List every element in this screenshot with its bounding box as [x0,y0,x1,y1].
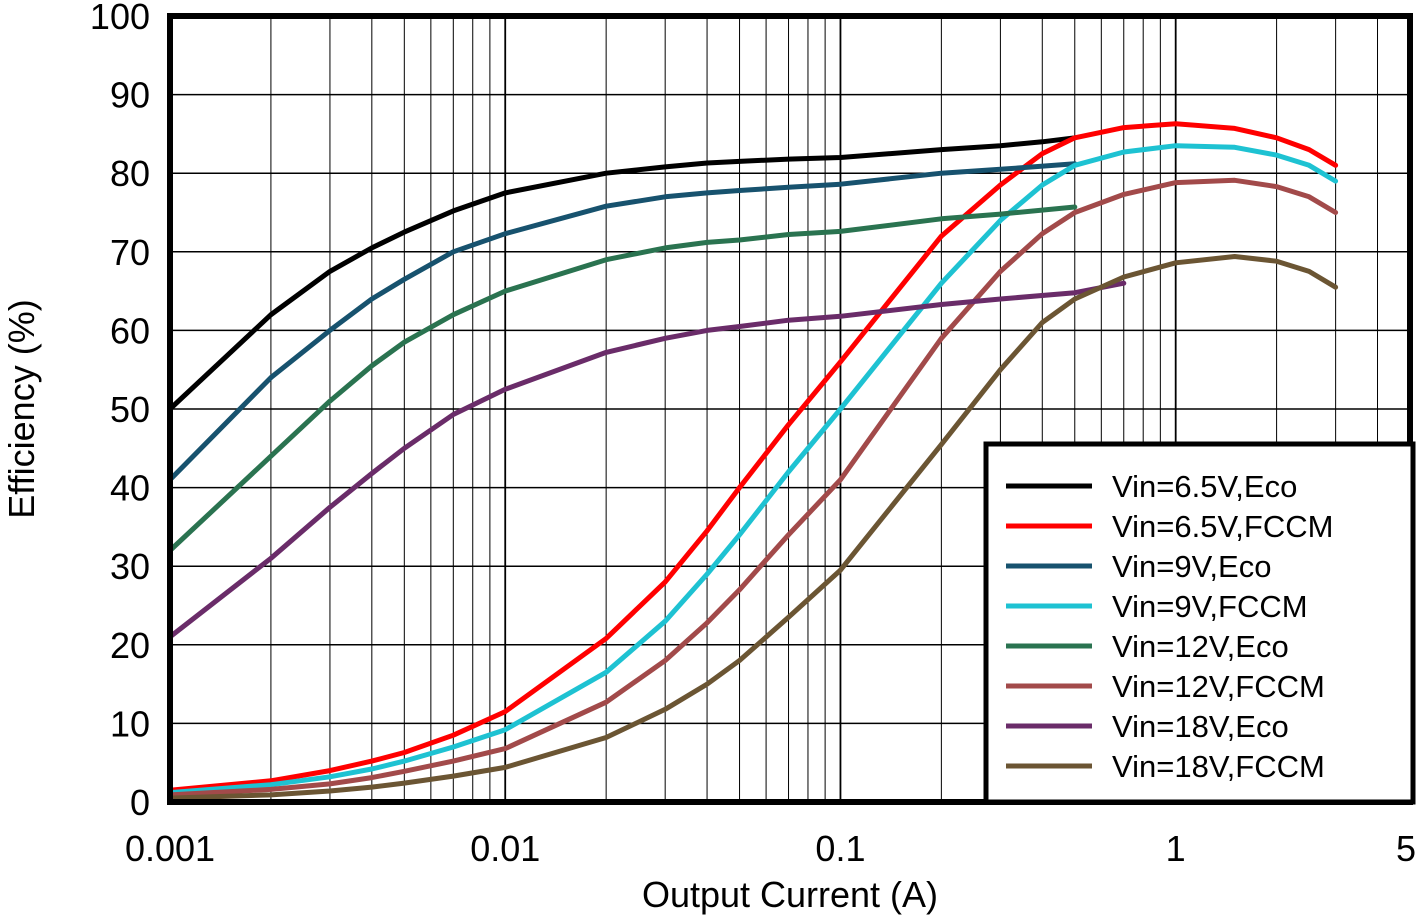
y-tick-label: 0 [130,782,150,823]
y-tick-label: 90 [110,75,150,116]
x-tick-label: 5 [1396,828,1416,869]
x-axis-title: Output Current (A) [642,874,938,915]
series-line [167,121,1339,793]
series-line [167,254,1339,801]
legend-label: Vin=9V,FCCM [1112,589,1308,624]
y-tick-label: 80 [110,153,150,194]
series-line [167,143,1339,796]
series-line [167,135,1078,412]
x-tick-label: 0.01 [470,828,540,869]
legend-label: Vin=18V,Eco [1112,709,1289,744]
x-tick-label: 0.1 [815,828,865,869]
plot-frame [167,13,1413,805]
series-line [167,161,1078,483]
x-axis-ticks: 0.001 0.01 0.1 1 5 [125,828,1416,869]
y-tick-label: 70 [110,232,150,273]
legend-box [983,441,1416,805]
legend-label: Vin=6.5V,FCCM [1112,509,1333,544]
y-tick-label: 60 [110,310,150,351]
legend-label: Vin=6.5V,Eco [1112,469,1297,504]
legend-label: Vin=18V,FCCM [1112,749,1325,784]
x-tick-label: 0.001 [125,828,215,869]
legend-label: Vin=12V,FCCM [1112,669,1325,704]
x-tick-label: 1 [1166,828,1186,869]
series-lines [167,121,1339,801]
series-line [167,177,1339,798]
y-tick-label: 100 [90,0,150,37]
series-line [167,204,1078,553]
y-tick-label: 50 [110,389,150,430]
y-tick-label: 20 [110,625,150,666]
legend-label: Vin=12V,Eco [1112,629,1289,664]
y-tick-label: 40 [110,468,150,509]
y-axis-ticks: 0 10 20 30 40 50 60 70 80 90 100 [90,0,150,823]
series-line [167,280,1127,640]
y-axis-title: Efficiency (%) [1,299,42,518]
y-tick-label: 10 [110,703,150,744]
legend-label: Vin=9V,Eco [1112,549,1271,584]
legend: Vin=6.5V,Eco Vin=6.5V,FCCM Vin=9V,Eco Vin=9… [983,441,1416,805]
y-tick-label: 30 [110,546,150,587]
